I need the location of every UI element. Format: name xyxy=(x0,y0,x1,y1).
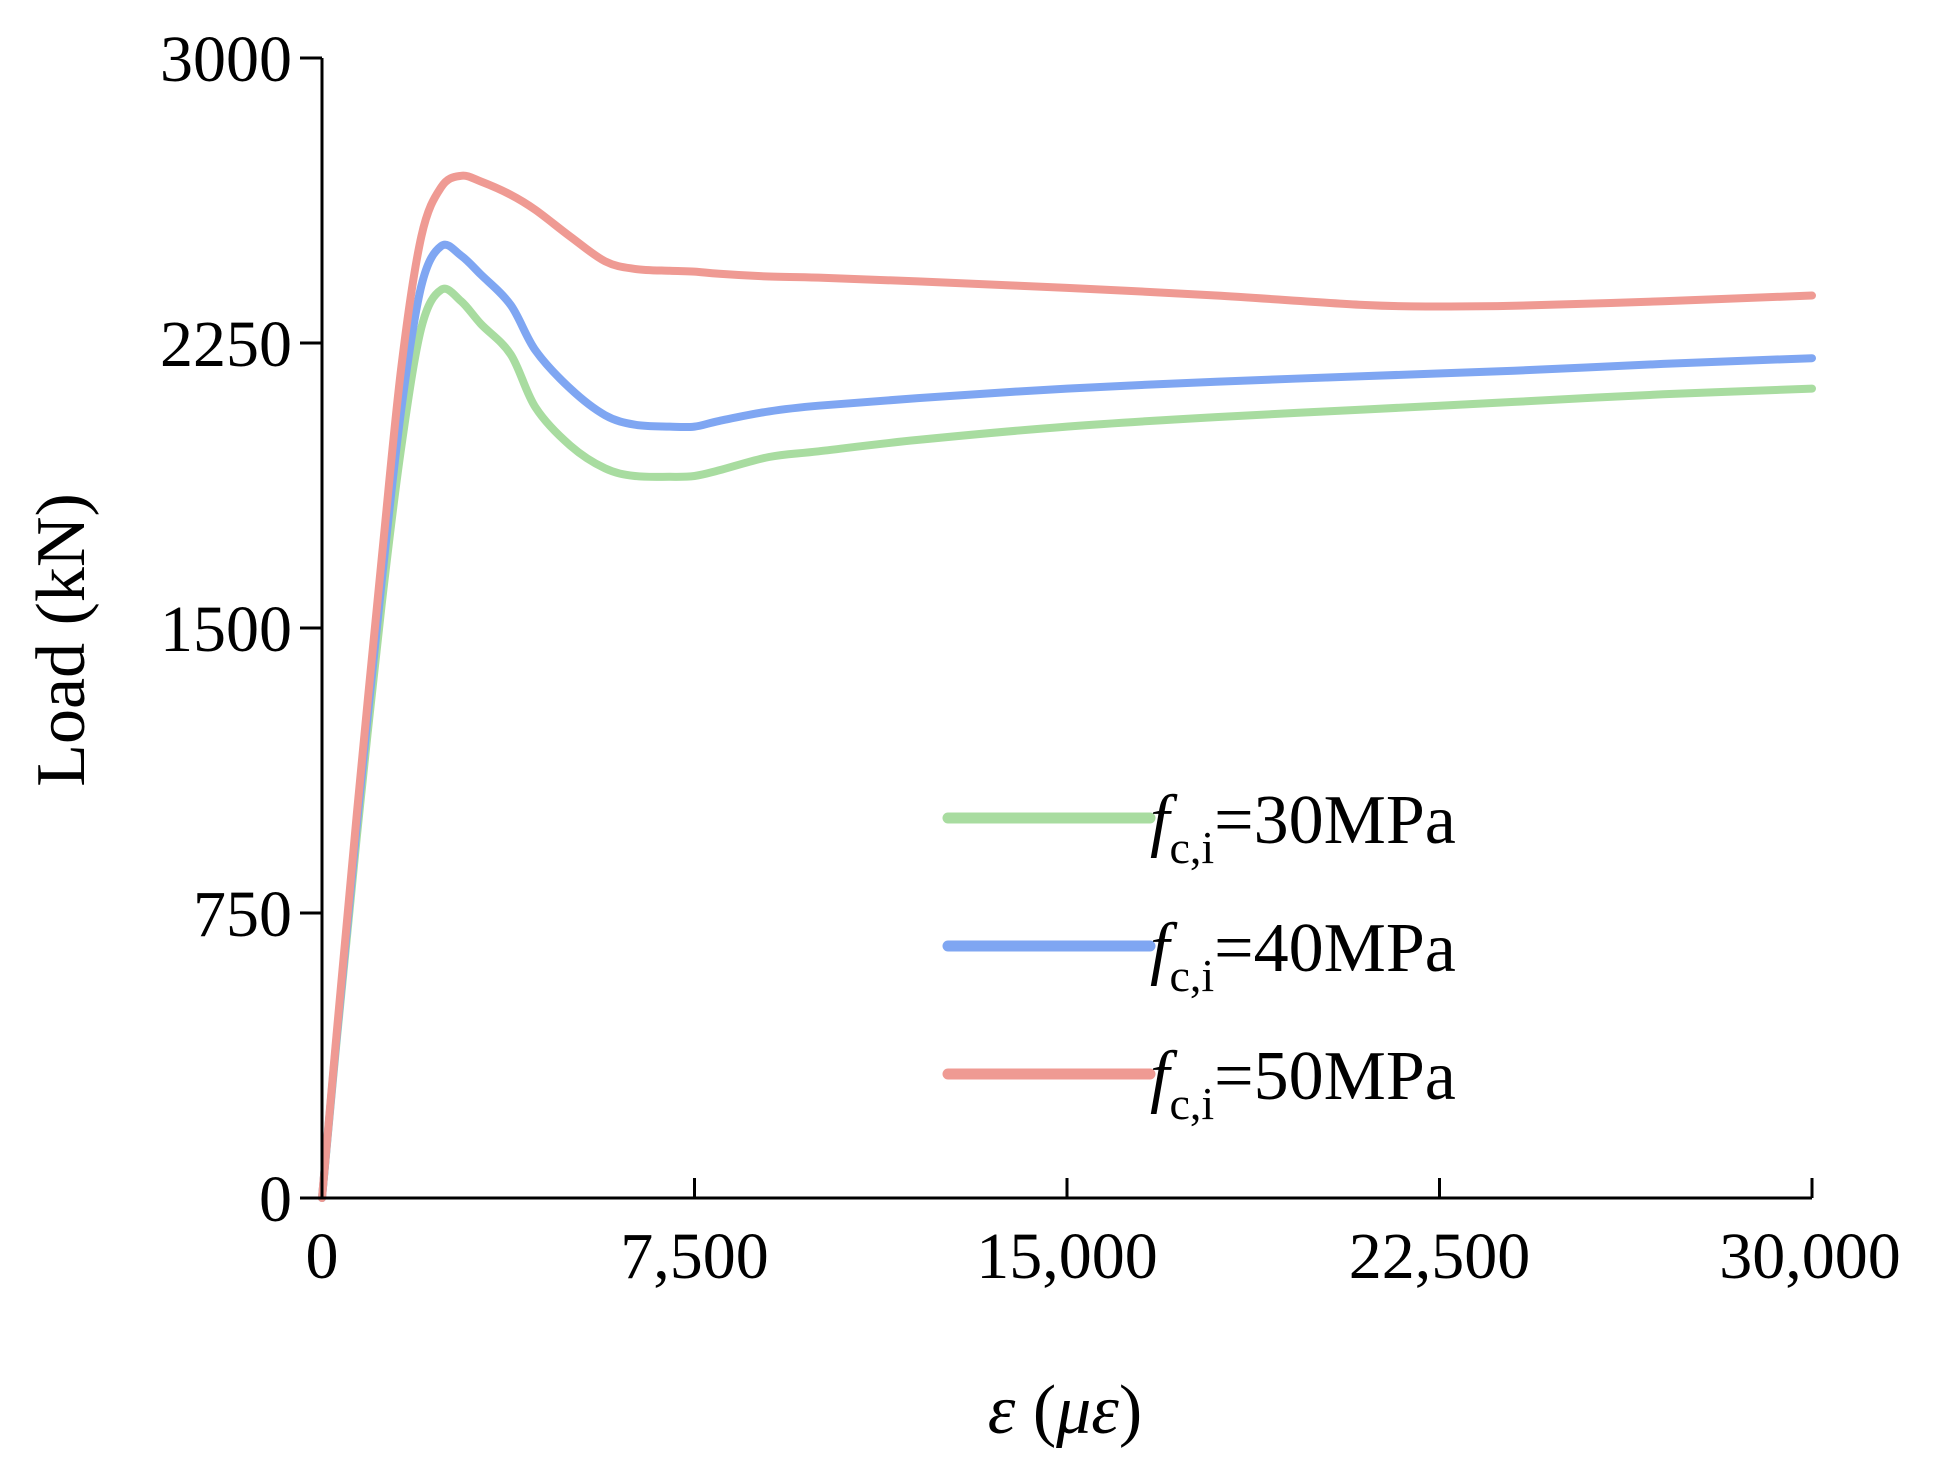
x-tick-label: 7,500 xyxy=(620,1220,769,1293)
legend-entry-50mpa: fc,i=50MPa xyxy=(942,1038,1456,1129)
ticks: 0 750 1500 2250 3000 0 7,500 15,000 22,500 30,000 xyxy=(160,23,1901,1293)
y-tick-label: 0 xyxy=(259,1163,292,1236)
y-axis-label: Load (kN) xyxy=(23,493,100,787)
legend-label-50mpa: fc,i=50MPa xyxy=(1150,1038,1456,1129)
x-tick-label: 22,500 xyxy=(1349,1220,1531,1293)
legend: fc,i=30MPa fc,i=40MPa fc,i=50MPa xyxy=(942,782,1456,1129)
y-tick-label: 750 xyxy=(193,878,292,951)
y-tick-label: 2250 xyxy=(160,308,292,381)
legend-entry-30mpa: fc,i=30MPa xyxy=(942,782,1456,873)
x-axis-label: ε (με) xyxy=(988,1372,1142,1449)
series-layer xyxy=(318,171,1816,1202)
legend-entry-40mpa: fc,i=40MPa xyxy=(942,910,1456,1001)
x-axis-label-var: ε xyxy=(988,1372,1016,1449)
series-line-40mpa xyxy=(318,240,1816,1202)
series-line-30mpa xyxy=(318,284,1816,1202)
x-axis-label-unit: με xyxy=(1055,1372,1119,1449)
x-tick-label: 30,000 xyxy=(1719,1220,1901,1293)
axes xyxy=(320,58,1812,1200)
x-axis-label-open: ( xyxy=(1015,1372,1056,1449)
y-tick-label: 3000 xyxy=(160,23,292,96)
legend-label-40mpa: fc,i=40MPa xyxy=(1150,910,1456,1001)
x-tick-label: 0 xyxy=(306,1220,339,1293)
legend-label-30mpa: fc,i=30MPa xyxy=(1150,782,1456,873)
x-axis-label-close: ) xyxy=(1119,1372,1142,1449)
y-tick-label: 1500 xyxy=(160,593,292,666)
series-line-50mpa xyxy=(318,171,1816,1202)
x-tick-label: 15,000 xyxy=(976,1220,1158,1293)
